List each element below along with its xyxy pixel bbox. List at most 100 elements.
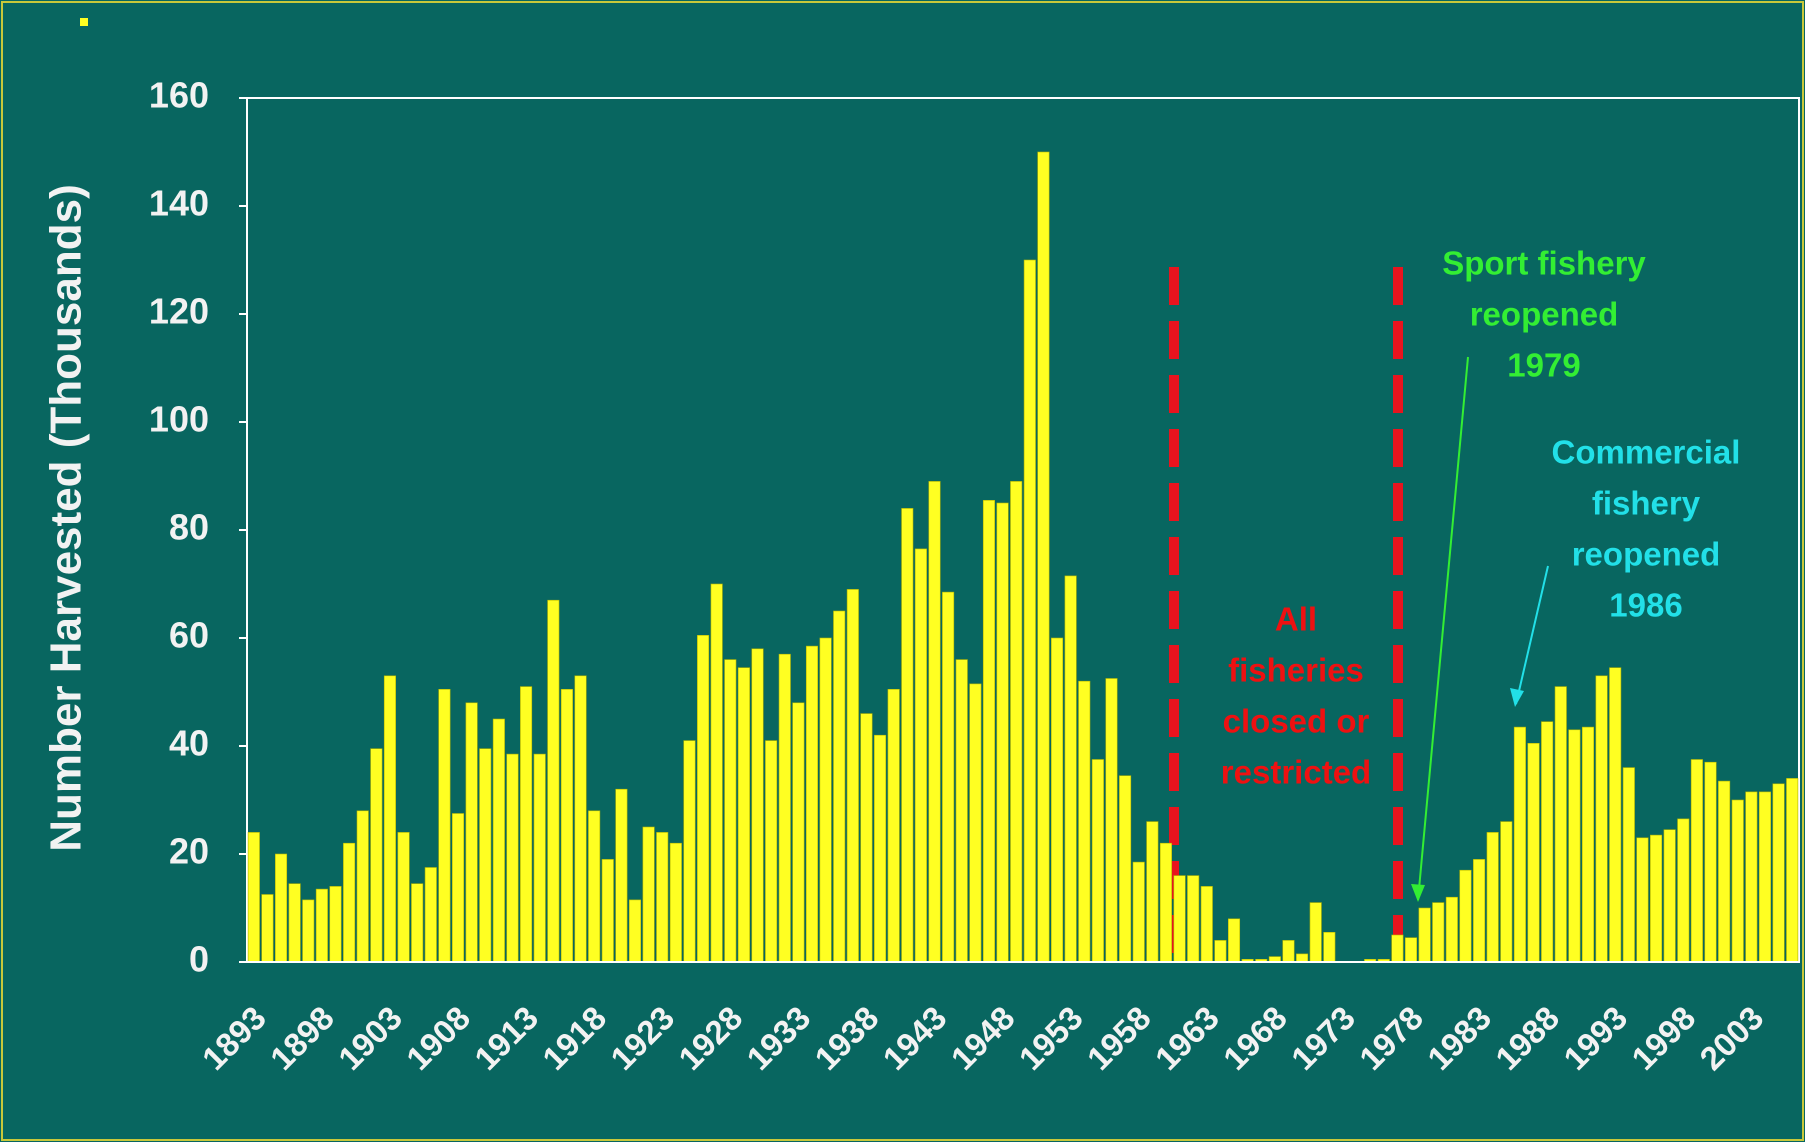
bar xyxy=(439,689,450,962)
x-tick-label: 1933 xyxy=(739,999,817,1077)
bar xyxy=(1024,260,1035,962)
bar xyxy=(847,589,858,962)
bar xyxy=(1786,778,1797,962)
bar xyxy=(997,503,1008,962)
x-tick-label: 1938 xyxy=(807,999,885,1077)
bar xyxy=(343,843,354,962)
x-tick-label: 1958 xyxy=(1080,999,1158,1077)
bar xyxy=(1596,676,1607,962)
bar xyxy=(1310,903,1321,962)
bar xyxy=(262,895,273,963)
bar xyxy=(1705,762,1716,962)
bar xyxy=(357,811,368,962)
bar xyxy=(1106,679,1117,963)
bar xyxy=(1010,481,1021,962)
bar xyxy=(1555,687,1566,962)
bar xyxy=(765,741,776,962)
bar xyxy=(1691,760,1702,963)
bar xyxy=(1147,822,1158,962)
bar xyxy=(507,754,518,962)
commercial-arrow xyxy=(1516,566,1548,704)
x-tick-label: 1948 xyxy=(944,999,1022,1077)
bar xyxy=(316,889,327,962)
bar xyxy=(398,832,409,962)
annotation-line: Sport fishery xyxy=(1442,245,1646,282)
bar xyxy=(425,868,436,963)
annotation-line: fishery xyxy=(1592,485,1701,522)
bar xyxy=(861,714,872,962)
bar xyxy=(738,668,749,962)
annotation-line: closed or xyxy=(1223,703,1370,740)
bar xyxy=(1446,897,1457,962)
bar xyxy=(303,900,314,962)
y-axis-title: Number Harvested (Thousands) xyxy=(42,184,91,851)
x-tick-label: 1968 xyxy=(1216,999,1294,1077)
x-tick-label: 1893 xyxy=(195,999,273,1077)
bar xyxy=(1051,638,1062,962)
bar xyxy=(956,660,967,962)
x-tick-label: 1953 xyxy=(1012,999,1090,1077)
bar xyxy=(1228,919,1239,962)
x-tick-label: 1963 xyxy=(1148,999,1226,1077)
y-tick-label: 40 xyxy=(169,723,209,764)
x-tick-label: 1978 xyxy=(1352,999,1430,1077)
bar xyxy=(275,854,286,962)
bar xyxy=(684,741,695,962)
bar xyxy=(888,689,899,962)
bar xyxy=(588,811,599,962)
bar xyxy=(793,703,804,962)
y-tick-label: 140 xyxy=(149,183,209,224)
bar xyxy=(1215,940,1226,962)
bar xyxy=(520,687,531,962)
bar xyxy=(833,611,844,962)
y-tick-label: 120 xyxy=(149,291,209,332)
bar xyxy=(983,500,994,962)
bar xyxy=(806,646,817,962)
bar xyxy=(929,481,940,962)
bar xyxy=(561,689,572,962)
annotation-line: 1979 xyxy=(1507,347,1580,384)
y-tick-label: 100 xyxy=(149,399,209,440)
bar xyxy=(1582,727,1593,962)
bar xyxy=(1065,576,1076,962)
bar xyxy=(1732,800,1743,962)
bar xyxy=(1759,792,1770,962)
sport-arrowhead xyxy=(1411,884,1425,902)
x-tick-label: 1913 xyxy=(467,999,545,1077)
x-tick-label: 1973 xyxy=(1284,999,1362,1077)
bar xyxy=(616,789,627,962)
bar xyxy=(1473,859,1484,962)
annotation-line: All xyxy=(1275,601,1317,638)
bar xyxy=(1609,668,1620,962)
x-tick-label: 1983 xyxy=(1420,999,1498,1077)
bar xyxy=(970,684,981,962)
sport-arrow xyxy=(1418,357,1468,900)
bar xyxy=(643,827,654,962)
bar xyxy=(1038,152,1049,962)
corner-mark xyxy=(80,18,88,26)
bar xyxy=(711,584,722,962)
bar xyxy=(657,832,668,962)
bar xyxy=(902,508,913,962)
x-tick-label: 1908 xyxy=(399,999,477,1077)
annotation-line: Commercial xyxy=(1552,434,1741,471)
bar xyxy=(1392,935,1403,962)
bar xyxy=(411,884,422,962)
bar xyxy=(820,638,831,962)
bar xyxy=(1501,822,1512,962)
y-tick-label: 160 xyxy=(149,75,209,116)
bar xyxy=(1718,781,1729,962)
commercial-arrowhead xyxy=(1510,688,1524,707)
chart: Number Harvested (Thousands) 02040608010… xyxy=(0,0,1805,1142)
bar xyxy=(1174,876,1185,962)
bar xyxy=(629,900,640,962)
bar xyxy=(1119,776,1130,962)
bar xyxy=(915,549,926,962)
bar xyxy=(452,814,463,963)
bar xyxy=(1678,819,1689,962)
annotation-line: restricted xyxy=(1221,754,1371,791)
bar xyxy=(371,749,382,962)
bar xyxy=(1460,870,1471,962)
bar xyxy=(1201,886,1212,962)
bar xyxy=(330,886,341,962)
